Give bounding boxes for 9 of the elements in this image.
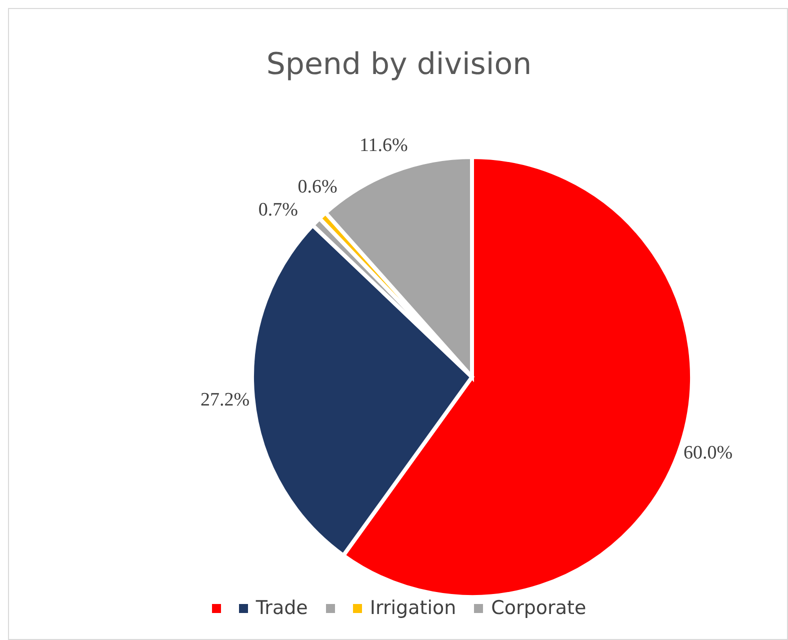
- data-label: 27.2%: [200, 389, 250, 410]
- data-label: 60.0%: [683, 442, 733, 464]
- data-label: 11.6%: [360, 134, 408, 156]
- data-label: 0.6%: [298, 176, 338, 198]
- legend-label: Irrigation: [370, 597, 456, 619]
- legend-label: Corporate: [491, 597, 586, 619]
- legend-label: Trade: [256, 597, 308, 619]
- data-label: 0.7%: [258, 200, 298, 221]
- chart-title: Spend by division: [265, 47, 533, 82]
